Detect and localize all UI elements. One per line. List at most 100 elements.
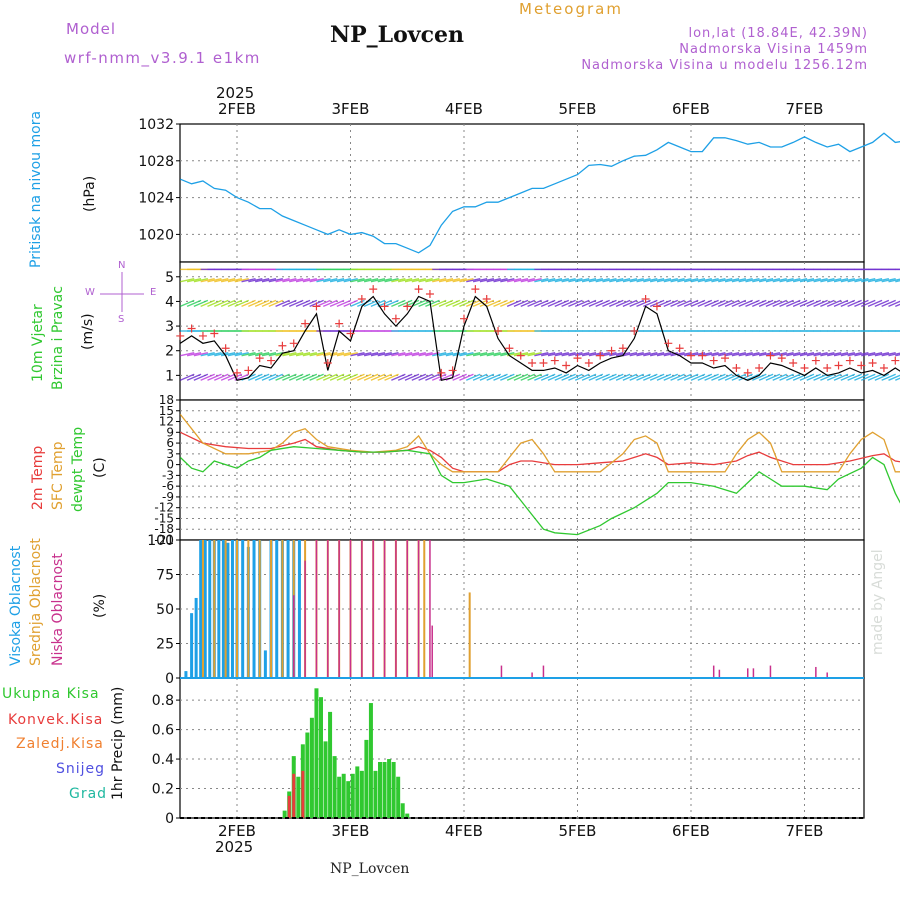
wind-arrow xyxy=(786,299,801,308)
wind-arrow xyxy=(329,278,345,283)
wind-gust-marker xyxy=(346,329,355,338)
cloud-high-bar xyxy=(199,540,203,678)
coords-label: lon,lat (18.84E, 42.39N) xyxy=(688,26,868,41)
wind-arrow xyxy=(690,299,706,308)
wind-arrow xyxy=(554,351,569,357)
wind-gust-marker xyxy=(562,361,571,370)
wind-arrow xyxy=(302,278,317,283)
wind-arrow xyxy=(397,299,413,308)
xtick-label-bottom: 5FEB xyxy=(559,822,597,840)
wind-arrow xyxy=(350,373,365,381)
wind-arrow xyxy=(595,373,610,381)
wind-arrow xyxy=(186,299,202,308)
wind-arrow xyxy=(840,278,855,283)
wind-arrow xyxy=(820,299,835,308)
wind-arrow xyxy=(690,278,706,283)
wind-arrow xyxy=(656,278,672,283)
wind-arrow xyxy=(547,373,563,381)
ytick-label-temperature: 3 xyxy=(166,447,174,461)
wind-arrow xyxy=(513,373,529,381)
wind-arrow xyxy=(833,351,849,357)
rain-total-bar xyxy=(328,711,333,818)
wind-arrow xyxy=(874,373,890,381)
wind-arrow xyxy=(806,351,821,357)
wind-arrow xyxy=(316,351,331,357)
xtick-label-top: 7FEB xyxy=(786,100,824,118)
cloud-low-bar xyxy=(383,540,386,678)
xtick-label-top: 6FEB xyxy=(672,100,710,118)
wind-arrow xyxy=(452,351,467,357)
wind-arrow xyxy=(833,299,849,308)
wind-arrow xyxy=(500,373,515,381)
wind-arrow xyxy=(731,351,747,357)
wind-arrow xyxy=(874,351,890,357)
wind-gust-marker xyxy=(380,302,389,311)
cloud-high-bar xyxy=(217,540,221,678)
wind-arrow xyxy=(200,299,215,308)
wind-speed-line xyxy=(179,295,900,382)
wind-arrow xyxy=(779,299,794,308)
wind-arrow xyxy=(384,299,399,308)
wind-arrow xyxy=(643,299,658,308)
ytick-label-temperature: -12 xyxy=(154,501,174,515)
wind-arrow xyxy=(275,373,290,381)
cloud-high-bar xyxy=(230,540,234,678)
wind-arrow xyxy=(486,373,501,381)
wind-arrow xyxy=(786,351,801,357)
precip-left-label-5: Grad xyxy=(69,786,108,802)
ytick-label-temperature: 9 xyxy=(166,425,174,439)
compass-w: W xyxy=(85,287,95,298)
ytick-label-clouds: 100 xyxy=(147,533,174,549)
wind-arrow xyxy=(738,351,753,357)
wind-arrow xyxy=(854,351,869,357)
ytick-label-temperature: -3 xyxy=(162,468,174,482)
wind-arrow xyxy=(568,373,583,381)
xtick-label-top: 2FEB xyxy=(218,100,256,118)
rain-total-bar xyxy=(296,776,301,818)
wind-gust-marker xyxy=(879,363,888,372)
wind-arrow xyxy=(615,278,631,283)
wind-arrow xyxy=(180,351,195,357)
sfc-temp-line xyxy=(179,413,900,473)
wind-arrow xyxy=(649,373,665,381)
wind-arrow xyxy=(431,299,447,308)
wind-arrow xyxy=(820,373,835,381)
wind-arrow xyxy=(649,278,665,283)
wind-arrow xyxy=(520,373,536,381)
wind-arrow xyxy=(398,278,413,283)
wind-gust-marker xyxy=(414,285,423,294)
wind-arrow xyxy=(254,373,270,381)
ytick-label-precip: 0.4 xyxy=(152,752,174,768)
wind-arrow xyxy=(745,278,760,283)
wind-arrow xyxy=(663,299,679,308)
wind-arrow xyxy=(881,299,896,308)
cloud-low-bar xyxy=(372,540,374,678)
ytick-label-temperature: 0 xyxy=(166,458,174,472)
wind-arrow xyxy=(670,373,685,381)
wind-arrow xyxy=(874,278,890,283)
ytick-label-clouds: 25 xyxy=(156,637,174,653)
wind-arrow xyxy=(813,299,828,308)
wind-arrow xyxy=(486,278,501,283)
wind-arrow xyxy=(792,299,808,308)
wind-gust-marker xyxy=(323,359,332,368)
wind-arrow xyxy=(472,278,488,283)
wind-arrow xyxy=(888,352,900,357)
wind-gust-marker xyxy=(789,359,798,368)
ytick-label-temperature: -6 xyxy=(162,479,174,493)
wind-arrow xyxy=(758,278,774,283)
wind-arrow xyxy=(418,351,433,357)
wind-arrow xyxy=(357,278,372,283)
wind-arrow xyxy=(581,351,597,357)
wind-arrow xyxy=(418,373,433,381)
wind-arrow xyxy=(541,351,556,357)
wind-arrow xyxy=(683,299,699,308)
wind-arrow xyxy=(588,299,604,308)
wind-arrow xyxy=(193,373,209,381)
wind-arrow xyxy=(731,373,747,381)
wind-gust-marker xyxy=(857,361,866,370)
wind-arrow xyxy=(207,278,222,283)
cloud-low-bar xyxy=(429,540,431,678)
wind-arrow xyxy=(690,373,706,381)
dewpt-line xyxy=(179,446,900,536)
